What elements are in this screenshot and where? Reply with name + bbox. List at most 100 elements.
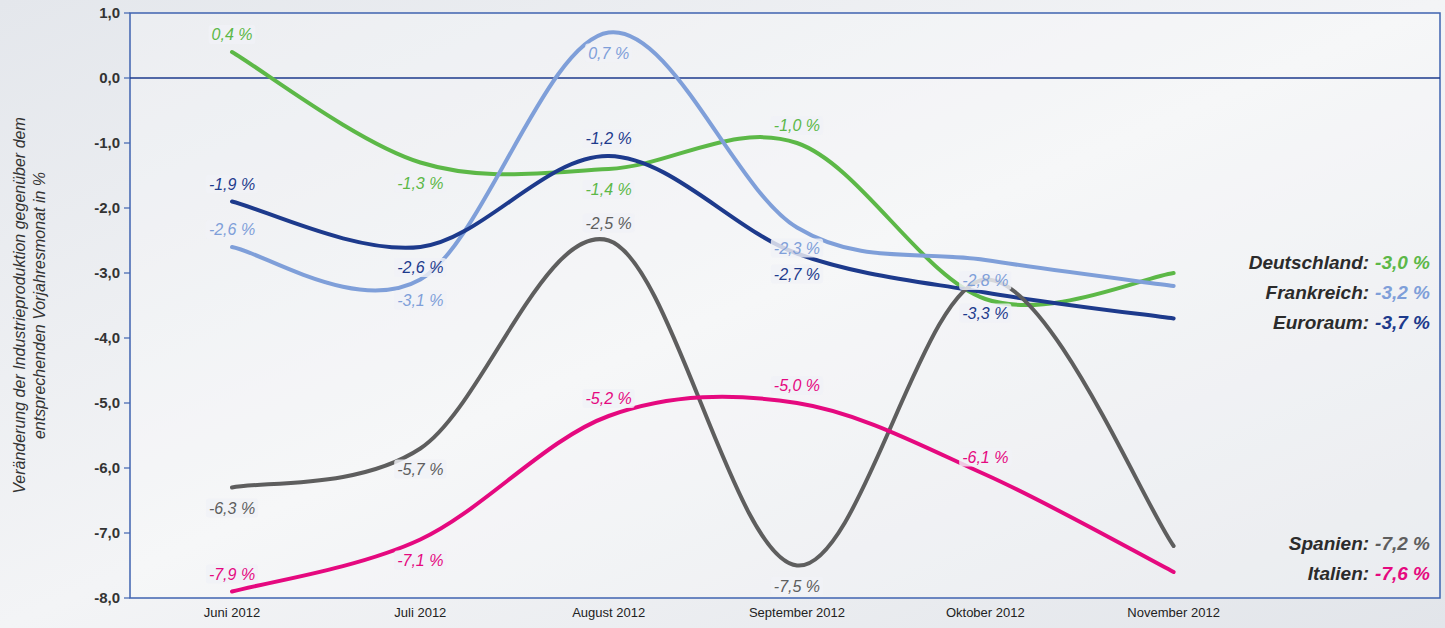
label-patch (206, 220, 258, 239)
y-tick-label: 0,0 (99, 69, 120, 86)
x-tick-label: September 2012 (749, 605, 845, 620)
plot-frame (130, 13, 1440, 598)
x-tick-label: Juni 2012 (204, 605, 260, 620)
chart: -8,0 -7,0 -6,0 -5,0 -4,0 -3,0 -2,0 -1,0 0,0 1,0 Ve… (0, 0, 1445, 628)
label-patch (959, 304, 1011, 323)
y-tick (124, 142, 130, 143)
data-label: -2,7 % (774, 266, 820, 283)
y-tick-label: -4,0 (94, 329, 120, 346)
data-label: -2,8 % (962, 272, 1008, 289)
y-tick-label: -2,0 (94, 199, 120, 216)
data-label: -2,6 % (397, 259, 443, 276)
x-tick-label: November 2012 (1127, 605, 1220, 620)
label-patch (771, 116, 823, 135)
data-label: -1,9 % (209, 176, 255, 193)
x-axis: Juni 2012 Juli 2012 August 2012 September 2… (204, 605, 1220, 620)
legend-name: Italien: (1308, 563, 1369, 584)
data-label: -2,6 % (209, 221, 255, 238)
label-patch (394, 551, 446, 570)
y-tick-label: -6,0 (94, 459, 120, 476)
data-label: -7,9 % (209, 566, 255, 583)
label-patch (206, 175, 258, 194)
y-tick (124, 467, 130, 468)
data-label: -3,1 % (397, 292, 443, 309)
label-patch (959, 271, 1011, 290)
background (0, 0, 1445, 628)
zero-line (130, 77, 1440, 79)
series-line (232, 239, 1174, 566)
data-label: -1,2 % (586, 130, 632, 147)
y-tick (124, 207, 130, 208)
series-line (232, 156, 1174, 319)
label-patch (394, 174, 446, 193)
y-tick (124, 77, 130, 78)
y-tick-label: -8,0 (94, 589, 120, 606)
series-line (232, 397, 1174, 592)
data-label: -6,1 % (962, 449, 1008, 466)
label-patch (771, 239, 823, 258)
data-label: -7,5 % (774, 578, 820, 595)
data-label: -5,2 % (586, 390, 632, 407)
label-patch (771, 577, 823, 596)
label-patch (206, 499, 258, 518)
data-labels: 0,4 % -1,3 % -1,4 % -1,0 % -2,6 % -3,1 % 0,7 %… (206, 25, 1012, 596)
label-patch (771, 376, 823, 395)
data-label: -1,4 % (586, 181, 632, 198)
end-value-label: -3,7 % (1375, 312, 1430, 333)
label-patch (206, 565, 258, 584)
legend-name: Spanien: (1289, 533, 1369, 554)
data-label: -5,0 % (774, 377, 820, 394)
data-label: -6,3 % (209, 500, 255, 517)
legend-entry: Deutschland: -3,0 % (1249, 252, 1430, 273)
y-tick-label: -7,0 (94, 524, 120, 541)
data-label: -1,0 % (774, 117, 820, 134)
data-label: 0,4 % (212, 26, 253, 43)
label-patch (771, 265, 823, 284)
x-tick-label: August 2012 (572, 605, 645, 620)
data-label: -3,3 % (962, 305, 1008, 322)
lines (232, 32, 1174, 591)
label-patch (394, 460, 446, 479)
label-patch (583, 129, 635, 148)
label-patch (209, 25, 256, 44)
label-patch (583, 214, 635, 233)
y-tick (124, 402, 130, 403)
data-label: -1,3 % (397, 175, 443, 192)
y-tick (124, 337, 130, 338)
y-tick (124, 272, 130, 273)
data-label: -2,5 % (586, 215, 632, 232)
end-value-label: -3,0 % (1375, 252, 1430, 273)
y-tick (124, 597, 130, 598)
end-value-label: -3,2 % (1375, 282, 1430, 303)
data-label: 0,7 % (588, 45, 629, 62)
end-value-label: -7,2 % (1375, 533, 1430, 554)
y-tick (124, 532, 130, 533)
legend-entry: Euroraum: -3,7 % (1273, 312, 1430, 333)
y-tick-label: -5,0 (94, 394, 120, 411)
series-line (232, 32, 1174, 290)
legend-name: Frankreich: (1266, 282, 1369, 303)
end-value-label: -7,6 % (1375, 563, 1430, 584)
legend-entry: Italien: -7,6 % (1308, 563, 1430, 584)
x-tick-label: Juli 2012 (394, 605, 446, 620)
data-label: -2,3 % (774, 240, 820, 257)
legend-entry: Spanien: -7,2 % (1289, 533, 1430, 554)
legend-name: Deutschland: (1249, 252, 1369, 273)
y-axis: -8,0 -7,0 -6,0 -5,0 -4,0 -3,0 -2,0 -1,0 0,0 1,0 (94, 4, 1440, 606)
y-tick-label: -3,0 (94, 264, 120, 281)
y-tick-label: 1,0 (99, 4, 120, 21)
y-tick-label: -1,0 (94, 134, 120, 151)
label-patch (583, 389, 635, 408)
data-label: -5,7 % (397, 461, 443, 478)
legend: Deutschland: -3,0 % Frankreich: -3,2 % Euror… (1249, 252, 1430, 585)
label-patch (394, 291, 446, 310)
label-patch (394, 258, 446, 277)
legend-entry: Frankreich: -3,2 % (1266, 282, 1431, 303)
label-patch (959, 448, 1011, 467)
legend-name: Euroraum: (1273, 312, 1369, 333)
label-patch (583, 180, 635, 199)
y-axis-title: Veränderung der Industrieproduktion gege… (11, 117, 48, 494)
label-patch (585, 44, 632, 63)
x-tick-label: Oktober 2012 (946, 605, 1025, 620)
data-label: -7,1 % (397, 552, 443, 569)
